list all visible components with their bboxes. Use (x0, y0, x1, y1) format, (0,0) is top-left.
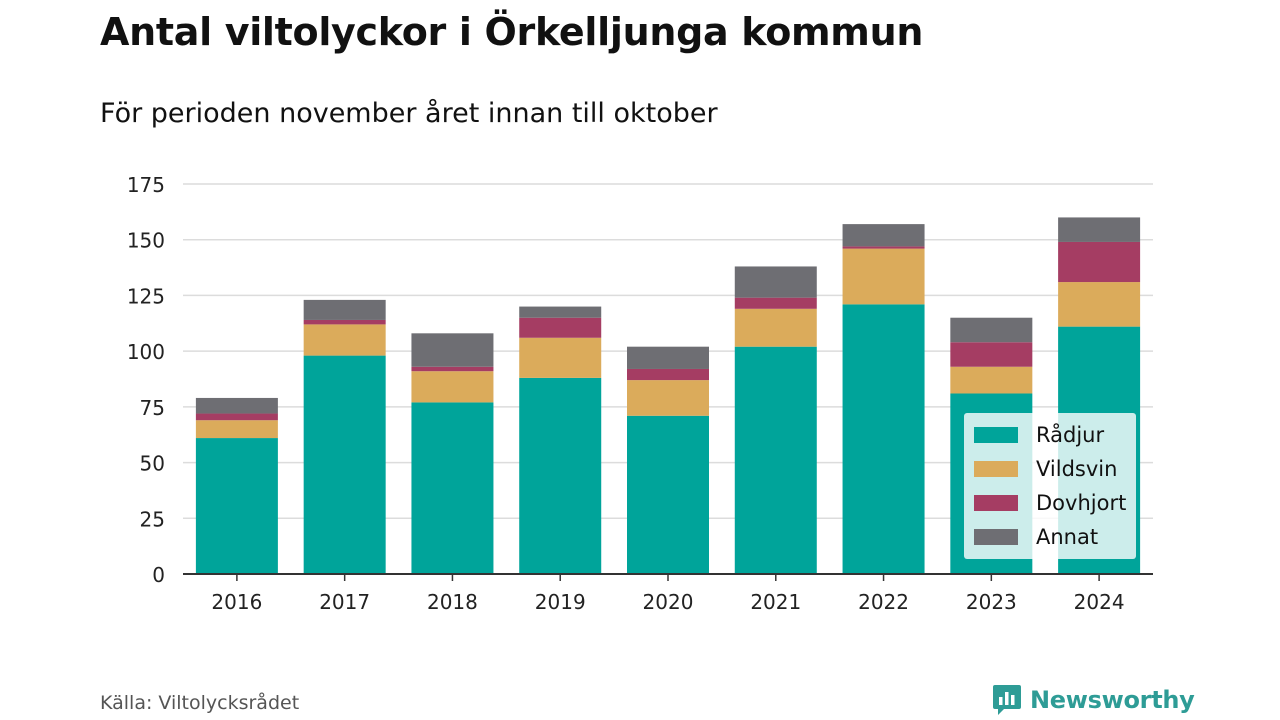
bar-r-djur-2020 (627, 415, 709, 574)
bar-dovhjort-2018 (411, 366, 494, 372)
bar-annat-2024 (1058, 217, 1141, 242)
bar-dovhjort-2024 (1058, 241, 1141, 283)
legend-swatch-dovhjort (974, 495, 1018, 511)
bar-dovhjort-2017 (303, 319, 386, 325)
legend-background (964, 413, 1136, 559)
bar-annat-2022 (842, 224, 925, 247)
bar-annat-2023 (950, 317, 1033, 343)
legend-label: Vildsvin (1036, 457, 1117, 481)
bar-r-djur-2018 (411, 402, 494, 574)
brand-name: Newsworthy (1030, 686, 1195, 714)
y-tick-label: 150 (127, 229, 165, 253)
bar-r-djur-2016 (195, 438, 278, 574)
y-tick-label: 50 (140, 452, 165, 476)
bar-r-djur-2022 (842, 304, 925, 574)
y-tick-label: 100 (127, 340, 165, 364)
x-tick-label: 2017 (319, 590, 370, 614)
bar-vildsvin-2024 (1058, 282, 1141, 327)
y-tick-label: 25 (140, 507, 165, 531)
bar-annat-2016 (195, 397, 278, 414)
bar-vildsvin-2016 (195, 420, 278, 439)
x-tick-label: 2024 (1074, 590, 1125, 614)
bar-vildsvin-2019 (519, 337, 602, 378)
bar-r-djur-2017 (303, 355, 386, 574)
legend-swatch-vildsvin (974, 461, 1018, 477)
x-tick-label: 2018 (427, 590, 478, 614)
newsworthy-logo-icon (993, 685, 1021, 715)
y-tick-label: 75 (140, 396, 165, 420)
bar-r-djur-2019 (519, 377, 602, 574)
chart-title: Antal viltolyckor i Örkelljunga kommun (100, 10, 924, 54)
x-tick-label: 2019 (535, 590, 586, 614)
legend-label: Dovhjort (1036, 491, 1126, 515)
x-tick-label: 2022 (858, 590, 909, 614)
bar-vildsvin-2021 (734, 308, 817, 347)
bar-dovhjort-2019 (519, 317, 602, 338)
y-tick-label: 0 (152, 563, 165, 587)
brand-logo: Newsworthy (992, 683, 1195, 717)
x-tick-label: 2021 (750, 590, 801, 614)
bar-dovhjort-2020 (627, 368, 709, 381)
bar-dovhjort-2023 (950, 342, 1033, 367)
y-tick-label: 125 (127, 284, 165, 308)
legend-swatch-annat (974, 529, 1018, 545)
bar-dovhjort-2016 (195, 413, 278, 421)
bar-vildsvin-2017 (303, 324, 386, 356)
bar-vildsvin-2023 (950, 366, 1033, 394)
bar-annat-2017 (303, 299, 386, 320)
legend-label: Annat (1036, 525, 1098, 549)
x-tick-label: 2016 (211, 590, 262, 614)
bar-vildsvin-2020 (627, 380, 709, 416)
x-tick-label: 2020 (643, 590, 694, 614)
chart-subtitle: För perioden november året innan till ok… (100, 98, 718, 129)
source-note: Källa: Viltolycksrådet (100, 692, 300, 714)
x-tick-label: 2023 (966, 590, 1017, 614)
legend-label: Rådjur (1036, 422, 1104, 447)
bar-annat-2021 (734, 266, 817, 298)
bar-annat-2018 (411, 333, 494, 367)
bar-dovhjort-2021 (734, 297, 817, 309)
bar-annat-2019 (519, 306, 602, 318)
legend: Rådjur Vildsvin Dovhjort Annat (964, 413, 1136, 559)
bar-vildsvin-2022 (842, 248, 925, 305)
y-tick-label: 175 (127, 173, 165, 197)
x-tick-labels: 2016 2017 2018 2019 2020 2021 2022 2023 2024 (211, 574, 1125, 614)
bar-annat-2020 (627, 346, 709, 369)
y-tick-labels: 0 25 50 75 100 125 150 175 (127, 173, 165, 587)
bar-dovhjort-2022 (842, 246, 925, 249)
bar-vildsvin-2018 (411, 371, 494, 403)
bar-r-djur-2021 (734, 346, 817, 574)
legend-swatch-r-djur (974, 427, 1018, 443)
